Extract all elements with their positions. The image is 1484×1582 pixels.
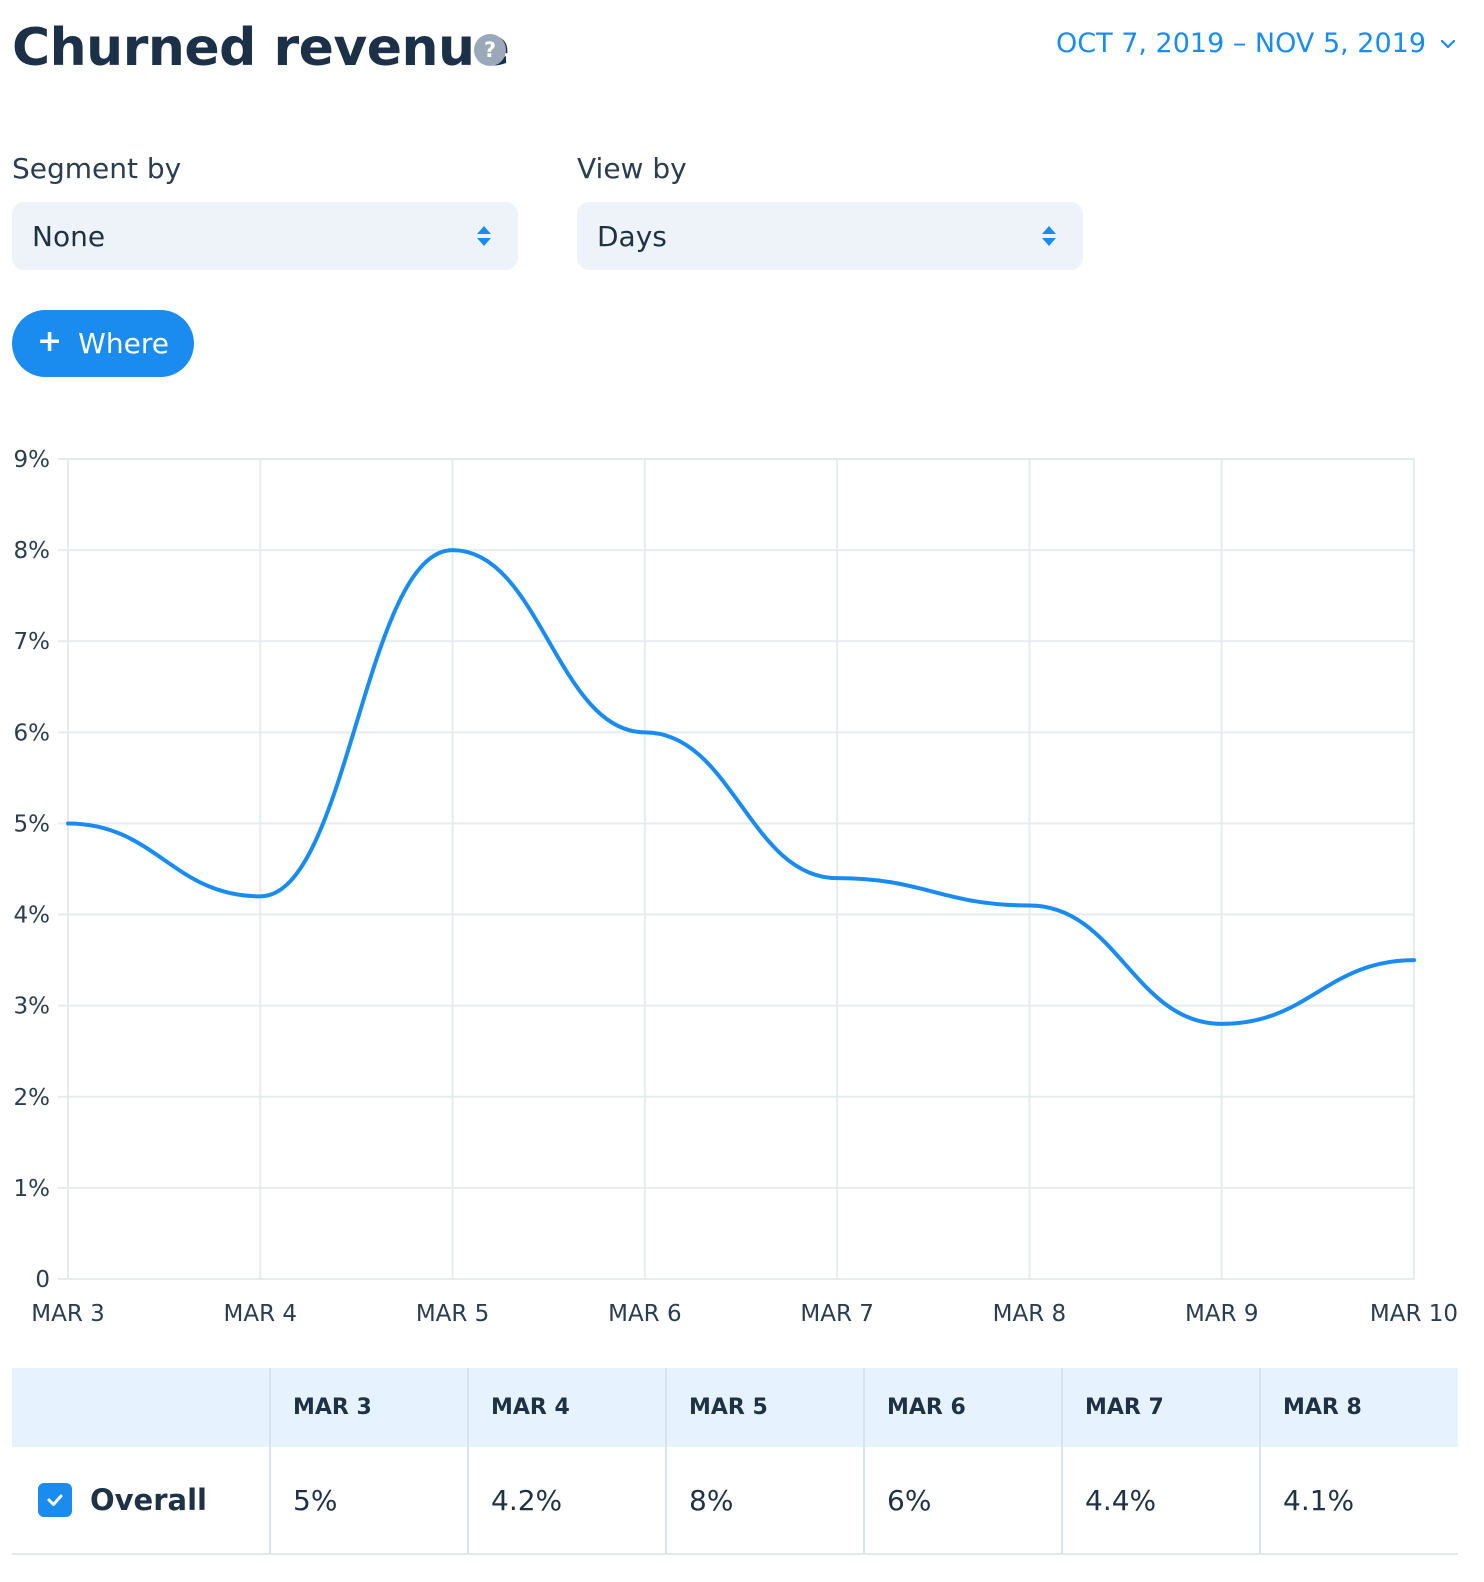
sort-arrows-icon — [1042, 226, 1056, 246]
y-tick-label: 6% — [14, 720, 51, 746]
table-cell: 4.1% — [1259, 1447, 1457, 1553]
y-tick-label: 9% — [14, 447, 51, 473]
x-tick-label: MAR 3 — [31, 1301, 105, 1327]
y-tick-label: 4% — [14, 903, 51, 929]
table-cell: 4.2% — [467, 1447, 665, 1553]
x-tick-label: MAR 9 — [1185, 1301, 1259, 1327]
segment-by-select[interactable]: None — [12, 202, 518, 270]
add-where-button[interactable]: + Where — [12, 310, 194, 377]
where-button-label: Where — [78, 327, 169, 360]
y-tick-label: 1% — [14, 1176, 51, 1202]
table-header-cell: MAR 4 — [467, 1368, 665, 1447]
help-icon[interactable]: ? — [474, 34, 506, 66]
table-cell: 4.4% — [1061, 1447, 1259, 1553]
row-label-cell: Overall — [12, 1447, 269, 1553]
date-range-picker[interactable]: OCT 7, 2019 – NOV 5, 2019 — [1056, 28, 1456, 59]
overall-checkbox[interactable] — [38, 1483, 72, 1517]
x-tick-label: MAR 10 — [1370, 1301, 1458, 1327]
y-tick-label: 3% — [14, 994, 51, 1020]
date-range-label: OCT 7, 2019 – NOV 5, 2019 — [1056, 28, 1426, 59]
churn-line-chart: 0 1% 2% 3% 4% 5% 6% 7% 8% 9% MAR 3 MAR 4 MAR 5 MAR 6 M… — [14, 447, 1459, 1327]
x-tick-label: MAR 4 — [224, 1301, 298, 1327]
view-by-select[interactable]: Days — [577, 202, 1083, 270]
x-tick-label: MAR 7 — [800, 1301, 874, 1327]
table-header-cell: MAR 5 — [665, 1368, 863, 1447]
table-cell: 6% — [863, 1447, 1061, 1553]
x-tick-label: MAR 8 — [993, 1301, 1067, 1327]
chevron-down-icon — [1440, 39, 1456, 48]
y-tick-label: 2% — [14, 1085, 51, 1111]
y-tick-label: 5% — [14, 811, 51, 837]
x-tick-label: MAR 5 — [416, 1301, 490, 1327]
table-header-cell: MAR 3 — [269, 1368, 467, 1447]
table-header-cell: MAR 6 — [863, 1368, 1061, 1447]
series-line — [66, 548, 1416, 1026]
view-by-value: Days — [597, 219, 667, 253]
table-header-cell: MAR 8 — [1259, 1368, 1457, 1447]
segment-by-label: Segment by — [12, 152, 182, 185]
sort-arrows-icon — [477, 226, 491, 246]
data-table: MAR 3 MAR 4 MAR 5 MAR 6 MAR 7 MAR 8 Over… — [12, 1368, 1458, 1555]
x-tick-label: MAR 6 — [608, 1301, 682, 1327]
table-cell: 8% — [665, 1447, 863, 1553]
row-label: Overall — [90, 1483, 207, 1517]
table-header-blank — [12, 1368, 269, 1447]
table-row: Overall 5% 4.2% 8% 6% 4.4% 4.1% — [12, 1447, 1458, 1555]
checkmark-icon — [47, 1494, 63, 1506]
y-tick-label: 0 — [35, 1267, 50, 1293]
table-header-cell: MAR 7 — [1061, 1368, 1259, 1447]
table-cell: 5% — [269, 1447, 467, 1553]
segment-by-value: None — [32, 219, 106, 253]
page-title: Churned revenue — [12, 18, 510, 78]
table-header-row: MAR 3 MAR 4 MAR 5 MAR 6 MAR 7 MAR 8 — [12, 1368, 1458, 1447]
view-by-label: View by — [577, 152, 687, 185]
plus-icon: + — [37, 324, 63, 359]
y-tick-label: 7% — [14, 629, 51, 655]
y-tick-label: 8% — [14, 538, 51, 564]
